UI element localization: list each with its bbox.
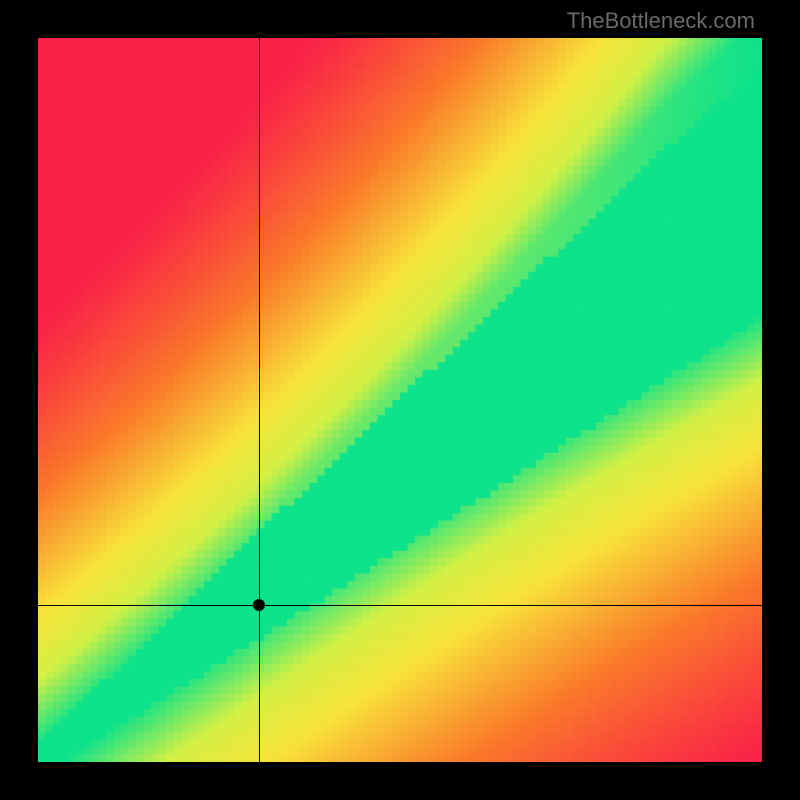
crosshair-horizontal xyxy=(38,605,762,606)
crosshair-vertical xyxy=(259,38,260,762)
marker-dot xyxy=(253,599,265,611)
heatmap-plot xyxy=(38,38,762,762)
watermark-text: TheBottleneck.com xyxy=(567,8,755,34)
heatmap-canvas xyxy=(38,38,762,762)
